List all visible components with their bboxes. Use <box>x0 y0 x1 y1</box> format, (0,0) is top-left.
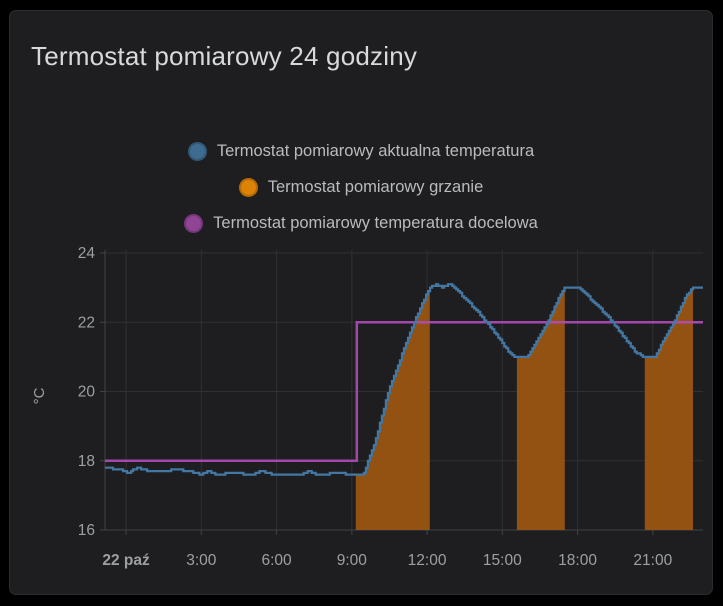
y-tick-label: 20 <box>78 384 96 401</box>
legend-label: Termostat pomiarowy temperatura docelowa <box>213 213 538 232</box>
actual-temperature-line <box>105 283 703 476</box>
heating-area <box>516 287 565 530</box>
legend-item-target-temperature[interactable]: Termostat pomiarowy temperatura docelowa <box>184 205 538 241</box>
x-tick-label: 15:00 <box>483 552 522 569</box>
y-tick-label: 22 <box>78 314 95 331</box>
y-tick-label: 18 <box>78 453 95 470</box>
y-axis-title: °C <box>31 387 48 404</box>
chart-legend: Termostat pomiarowy aktualna temperatura… <box>10 133 712 241</box>
y-tick-label: 24 <box>78 245 96 262</box>
x-tick-label: 21:00 <box>633 552 672 569</box>
legend-dot-actual-temperature-icon <box>187 141 207 161</box>
legend-item-actual-temperature[interactable]: Termostat pomiarowy aktualna temperatura <box>187 133 535 169</box>
legend-label: Termostat pomiarowy aktualna temperatura <box>216 141 535 160</box>
heating-area <box>355 287 430 530</box>
legend-dot-heating-icon <box>238 177 258 197</box>
x-tick-label: 12:00 <box>408 552 447 569</box>
legend-label: Termostat pomiarowy grzanie <box>267 177 484 196</box>
legend-dot-target-temperature-icon <box>184 213 204 233</box>
x-tick-label: 9:00 <box>337 552 368 569</box>
heating-area <box>644 287 693 530</box>
y-tick-label: 16 <box>78 522 95 539</box>
x-tick-label: 3:00 <box>186 552 217 569</box>
legend-item-heating[interactable]: Termostat pomiarowy grzanie <box>238 169 484 205</box>
x-tick-label: 22 paź <box>102 552 150 569</box>
page-title: Termostat pomiarowy 24 godziny <box>31 41 418 71</box>
target-temperature-line <box>105 321 703 463</box>
x-tick-label: 18:00 <box>558 552 597 569</box>
x-tick-label: 6:00 <box>261 552 292 569</box>
